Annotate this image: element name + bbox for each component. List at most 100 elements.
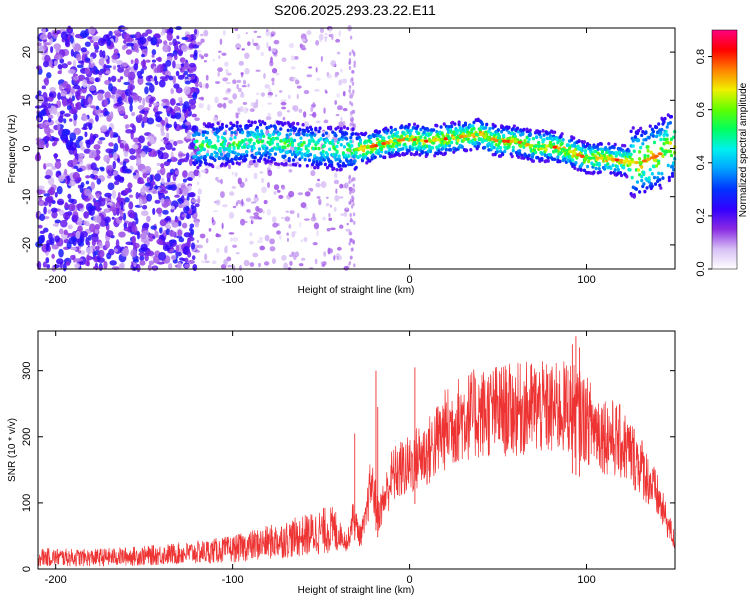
ridge-cell xyxy=(273,126,278,131)
ridge-cell xyxy=(321,133,325,138)
noise-cell xyxy=(191,255,196,261)
ridge-cell xyxy=(657,171,661,176)
ridge-cell xyxy=(319,137,323,141)
noise-cell xyxy=(297,192,304,196)
noise-cell xyxy=(147,264,152,271)
x-tick-label: -200 xyxy=(45,274,67,286)
noise-cell xyxy=(54,137,60,142)
noise-cell xyxy=(125,128,133,134)
noise-cell xyxy=(108,30,113,36)
noise-cell xyxy=(247,83,250,88)
noise-cell xyxy=(135,148,142,155)
noise-cell xyxy=(125,49,133,55)
noise-cell xyxy=(96,205,101,212)
ridge-cell xyxy=(428,149,433,154)
noise-cell xyxy=(296,212,300,219)
noise-cell xyxy=(54,160,62,169)
ridge-core xyxy=(416,138,422,142)
noise-cell xyxy=(89,76,95,83)
noise-cell xyxy=(94,223,101,230)
noise-cell xyxy=(156,238,163,245)
noise-cell xyxy=(37,199,46,207)
ridge-cell xyxy=(472,120,476,125)
noise-cell xyxy=(86,140,91,149)
noise-cell xyxy=(267,91,274,96)
noise-cell xyxy=(95,77,99,82)
noise-cell xyxy=(47,102,52,109)
noise-cell xyxy=(72,73,78,77)
ridge-cell xyxy=(269,124,273,128)
noise-cell xyxy=(232,205,237,209)
noise-cell xyxy=(285,210,289,213)
noise-cell xyxy=(116,90,123,95)
noise-cell xyxy=(80,146,86,151)
ridge-core xyxy=(603,156,609,160)
noise-cell xyxy=(216,247,220,254)
ridge-cell xyxy=(260,129,264,133)
noise-cell xyxy=(281,57,287,63)
noise-cell xyxy=(225,68,229,75)
ridge-cell xyxy=(384,150,388,155)
noise-cell xyxy=(45,162,54,167)
ridge-cell xyxy=(419,127,423,132)
ridge-cell xyxy=(245,150,249,154)
noise-cell xyxy=(230,237,233,242)
noise-cell xyxy=(271,258,277,264)
noise-cell xyxy=(177,96,182,102)
ridge-cell xyxy=(318,126,322,131)
ridge-core xyxy=(490,137,496,141)
noise-cell xyxy=(335,188,338,194)
noise-cell xyxy=(131,225,138,233)
ridge-cell xyxy=(321,149,325,154)
ridge-cell xyxy=(633,135,637,139)
noise-cell xyxy=(165,60,172,67)
noise-cell xyxy=(98,58,105,66)
y-tick-label: 20 xyxy=(21,46,33,58)
y-tick-label: 10 xyxy=(21,94,33,106)
noise-cell xyxy=(56,186,63,195)
ridge-cell xyxy=(335,167,339,172)
noise-cell xyxy=(81,115,88,122)
noise-cell xyxy=(288,254,294,258)
noise-cell xyxy=(128,201,134,210)
ridge-cell xyxy=(331,139,335,143)
noise-cell xyxy=(71,214,78,223)
noise-cell xyxy=(177,229,183,237)
ridge-cell xyxy=(341,161,346,166)
ridge-cell xyxy=(542,133,546,137)
noise-cell xyxy=(138,96,142,104)
noise-cell xyxy=(45,109,50,115)
ridge-cell xyxy=(496,128,501,132)
noise-cell xyxy=(103,154,111,163)
ridge-core xyxy=(459,134,465,139)
noise-cell xyxy=(112,65,117,70)
noise-cell xyxy=(84,67,91,75)
noise-cell xyxy=(319,27,324,34)
ridge-cell xyxy=(281,148,285,152)
ridge-cell xyxy=(234,155,238,159)
ridge-cell xyxy=(240,130,245,135)
ridge-cell xyxy=(646,145,650,149)
ridge-cell xyxy=(648,124,652,128)
ridge-cell xyxy=(623,143,627,148)
ridge-cell xyxy=(469,147,473,152)
noise-cell xyxy=(155,116,163,123)
noise-cell xyxy=(102,50,106,59)
noise-cell xyxy=(141,65,147,71)
ridge-cell xyxy=(654,164,659,168)
noise-cell xyxy=(117,191,121,201)
noise-cell xyxy=(117,96,123,104)
noise-cell xyxy=(217,67,223,73)
noise-cell xyxy=(173,141,178,147)
ridge-cell xyxy=(561,137,565,142)
ridge-cell xyxy=(312,160,316,165)
noise-cell xyxy=(139,255,145,261)
noise-cell xyxy=(352,183,355,188)
noise-cell xyxy=(47,114,54,120)
noise-cell xyxy=(157,56,162,63)
noise-cell xyxy=(73,165,79,169)
noise-cell xyxy=(349,35,353,40)
noise-cell xyxy=(75,230,81,240)
ridge-core xyxy=(552,145,558,149)
ridge-core xyxy=(653,154,659,158)
